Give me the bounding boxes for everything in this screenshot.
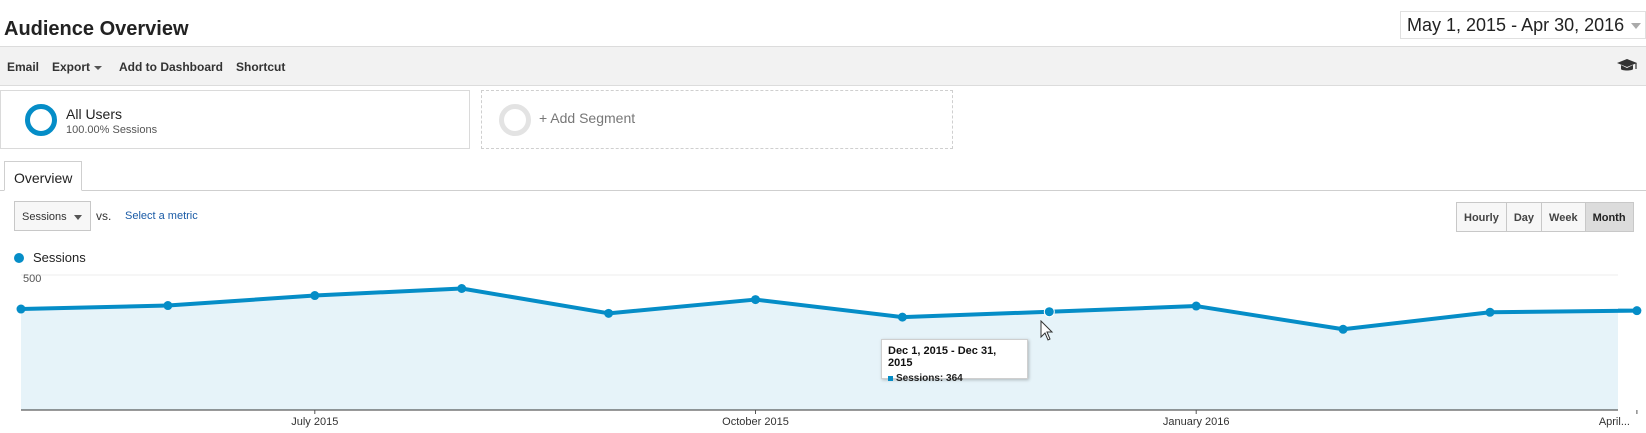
segment-ring-icon xyxy=(25,104,57,136)
period-hourly-button[interactable]: Hourly xyxy=(1457,203,1507,231)
chevron-down-icon xyxy=(74,215,82,220)
period-week-button[interactable]: Week xyxy=(1542,203,1586,231)
legend-label: Sessions xyxy=(33,250,86,265)
data-point xyxy=(16,304,26,314)
legend-dot-icon xyxy=(14,253,24,263)
report-toolbar: Email Export Add to Dashboard Shortcut xyxy=(0,46,1646,86)
shortcut-button[interactable]: Shortcut xyxy=(236,60,286,74)
export-label: Export xyxy=(52,60,91,74)
tab-overview[interactable]: Overview xyxy=(4,161,82,191)
chart-tooltip: Dec 1, 2015 - Dec 31, 2015 Sessions: 364 xyxy=(881,339,1028,384)
metric-select[interactable]: Sessions xyxy=(14,201,91,231)
email-button[interactable]: Email xyxy=(7,60,40,74)
segment-all-users[interactable]: All Users 100.00% Sessions xyxy=(0,90,470,149)
x-tick-label: April... xyxy=(1599,416,1630,428)
mouse-cursor-icon xyxy=(1040,320,1054,341)
period-month-button[interactable]: Month xyxy=(1585,203,1633,231)
export-button[interactable]: Export xyxy=(52,60,103,74)
tooltip-title: Dec 1, 2015 - Dec 31, 2015 xyxy=(888,345,997,369)
data-point xyxy=(604,308,614,318)
tooltip-value: Sessions: 364 xyxy=(896,373,963,384)
data-point xyxy=(1043,306,1055,318)
data-point xyxy=(897,312,907,322)
x-tick-label: October 2015 xyxy=(722,416,789,428)
page-title: Audience Overview xyxy=(4,18,189,40)
chevron-down-icon xyxy=(1631,23,1641,29)
tab-divider xyxy=(0,190,1646,191)
series-area xyxy=(21,288,1637,410)
data-point xyxy=(1191,301,1201,311)
tooltip-row: Sessions: 364 xyxy=(888,373,1021,384)
x-tick-label: January 2016 xyxy=(1163,416,1230,428)
x-tick-label: July 2015 xyxy=(291,416,338,428)
graduation-cap-icon[interactable] xyxy=(1616,58,1638,74)
empty-segment-ring-icon xyxy=(499,104,531,136)
data-point xyxy=(310,291,320,301)
metric-select-value: Sessions xyxy=(22,211,67,223)
data-point xyxy=(751,295,760,305)
data-point xyxy=(457,284,467,293)
data-point xyxy=(1632,306,1642,316)
vs-label: vs. xyxy=(96,209,112,223)
period-toggle: Hourly Day Week Month xyxy=(1456,202,1634,232)
add-segment-label: + Add Segment xyxy=(539,110,636,126)
add-segment-button[interactable]: + Add Segment xyxy=(481,90,953,149)
chevron-down-icon xyxy=(94,65,103,70)
tooltip-series-icon xyxy=(888,375,893,381)
select-metric-link[interactable]: Select a metric xyxy=(125,210,198,222)
y-tick-label: 500 xyxy=(23,273,41,285)
date-range-picker[interactable]: May 1, 2015 - Apr 30, 2016 xyxy=(1400,11,1646,39)
segment-percentage: 100.00% Sessions xyxy=(66,124,158,136)
period-day-button[interactable]: Day xyxy=(1507,203,1543,231)
add-to-dashboard-button[interactable]: Add to Dashboard xyxy=(119,60,223,74)
data-point xyxy=(163,301,173,311)
date-range-text: May 1, 2015 - Apr 30, 2016 xyxy=(1407,14,1625,35)
data-point xyxy=(1338,324,1348,334)
data-point xyxy=(1485,307,1495,317)
segment-name: All Users xyxy=(66,106,123,122)
